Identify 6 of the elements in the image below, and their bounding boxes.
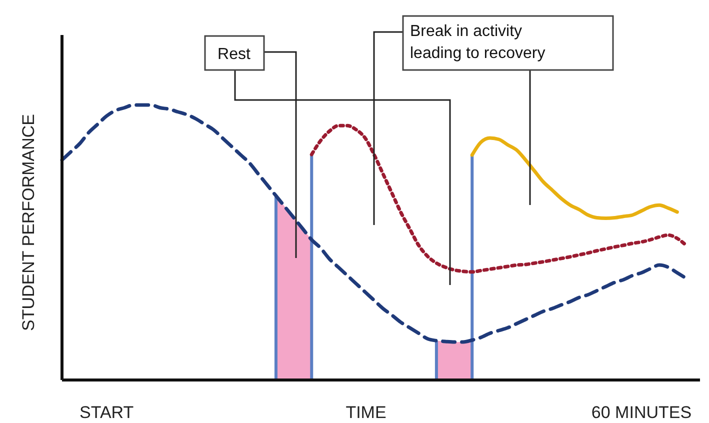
x-tick-label: START xyxy=(80,403,134,422)
text: Rest xyxy=(218,46,251,63)
x-tick-label: 60 MINUTES xyxy=(591,403,692,422)
y-axis-title: STUDENT PERFORMANCE xyxy=(19,114,38,331)
x-axis-title: TIME xyxy=(346,403,386,422)
text: Break in activity leading to recovery xyxy=(410,23,546,62)
